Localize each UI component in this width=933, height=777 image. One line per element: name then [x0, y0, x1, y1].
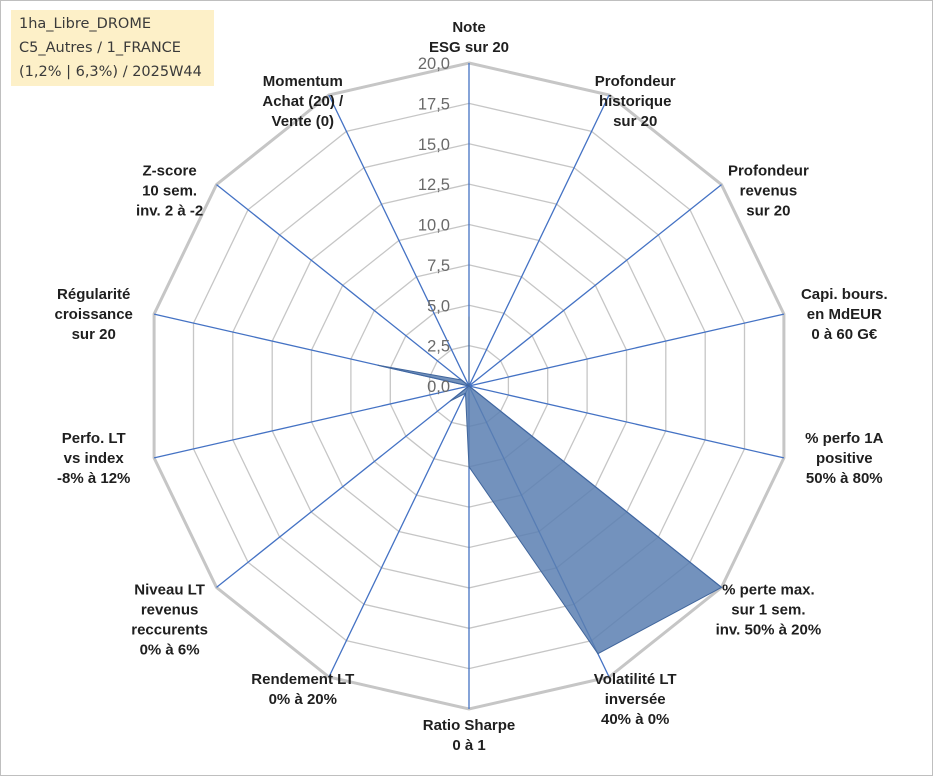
axis-spoke [468, 313, 785, 387]
r-tick-label: 17,5 [418, 95, 450, 113]
axis-label-line: sur 20 [72, 326, 116, 343]
axis-spoke [328, 94, 470, 387]
axis-label-4: Capi. bours. en MdEUR 0 à 60 G€ [801, 286, 888, 343]
axis-label-11: Perfo. LT vs index -8% à 12% [57, 430, 130, 487]
axis-label-line: Momentum [263, 73, 343, 90]
axis-label-line: positive [816, 450, 873, 467]
axis-label-14: Momentum Achat (20) / Vente (0) [262, 73, 344, 130]
axis-label-9: Rendement LT 0% à 20% [251, 671, 354, 708]
axis-label-2: Profondeur historique sur 20 [595, 73, 676, 130]
r-tick-label: 12,5 [418, 176, 450, 194]
axis-label-line: Achat (20) / [262, 93, 344, 110]
axis-label-line: Profondeur [595, 73, 676, 90]
axis-label-line: inv. 2 à -2 [136, 203, 203, 220]
axis-label-line: inv. 50% à 20% [716, 621, 822, 638]
axis-label-line: reccurents [131, 621, 208, 638]
axis-label-line: en MdEUR [807, 306, 882, 323]
axis-label-line: ESG sur 20 [429, 39, 509, 56]
axis-label-line: Régularité [57, 286, 130, 303]
r-tick-label: 20,0 [418, 55, 450, 73]
r-tick-label: 5,0 [427, 297, 450, 315]
axis-label-line: 40% à 0% [601, 711, 669, 728]
axis-label-line: sur 20 [613, 113, 657, 130]
axis-label-line: vs index [64, 450, 125, 467]
series-area [377, 316, 723, 655]
axis-label-line: Profondeur [728, 163, 809, 180]
axis-label-10: Niveau LT revenus reccurents 0% à 6% [131, 581, 208, 658]
axis-label-8: Ratio Sharpe 0 à 1 [423, 717, 516, 754]
axis-label-line: inversée [605, 691, 666, 708]
axis-label-line: Note [452, 19, 485, 36]
axis-spoke [216, 385, 470, 588]
axis-label-line: % perte max. [722, 581, 815, 598]
axis-label-7: Volatilité LT inversée 40% à 0% [594, 671, 677, 728]
r-tick-label: 0,0 [427, 378, 450, 396]
axis-label-1: Note ESG sur 20 [429, 19, 509, 56]
axis-label-line: croissance [55, 306, 133, 323]
axis-label-3: Profondeur revenus sur 20 [728, 163, 809, 220]
axis-label-line: Z-score [143, 163, 197, 180]
axis-label-line: 0 à 60 G€ [811, 326, 878, 343]
axis-label-line: -8% à 12% [57, 470, 130, 487]
axis-spoke [216, 184, 470, 387]
info-line-3: (1,2% | 6,3%) / 2025W44 [19, 64, 202, 80]
axis-label-line: Rendement LT [251, 671, 354, 688]
axis-label-line: historique [599, 93, 672, 110]
axis-label-line: Niveau LT [134, 581, 205, 598]
axis-spoke [468, 385, 785, 459]
axis-label-line: 0% à 6% [140, 641, 200, 658]
axis-label-5: % perfo 1A positive 50% à 80% [805, 430, 884, 487]
axis-label-line: 0 à 1 [452, 737, 485, 754]
axis-spoke [328, 385, 470, 678]
axis-label-line: revenus [141, 601, 199, 618]
axis-label-line: Ratio Sharpe [423, 717, 516, 734]
r-tick-label: 2,5 [427, 338, 450, 356]
axis-spoke [468, 184, 722, 387]
r-tick-label: 15,0 [418, 136, 450, 154]
axis-label-13: Z-score 10 sem. inv. 2 à -2 [136, 163, 203, 220]
axis-label-line: 50% à 80% [806, 470, 883, 487]
axis-label-6: % perte max. sur 1 sem. inv. 50% à 20% [716, 581, 822, 638]
info-line-1: 1ha_Libre_DROME [19, 16, 152, 32]
info-box: 1ha_Libre_DROME C5_Autres / 1_FRANCE (1,… [11, 10, 214, 86]
axis-label-line: % perfo 1A [805, 430, 884, 447]
axis-label-line: Volatilité LT [594, 671, 677, 688]
axis-spoke [153, 385, 470, 459]
r-tick-label: 10,0 [418, 217, 450, 235]
axis-label-12: Régularité croissance sur 20 [55, 286, 133, 343]
axis-label-line: revenus [740, 183, 798, 200]
info-line-2: C5_Autres / 1_FRANCE [19, 40, 181, 56]
axis-label-line: sur 20 [746, 203, 790, 220]
axis-label-line: Capi. bours. [801, 286, 888, 303]
axis-label-line: 0% à 20% [269, 691, 337, 708]
r-tick-label: 7,5 [427, 257, 450, 275]
axis-label-line: Vente (0) [272, 113, 335, 130]
axis-label-line: 10 sem. [142, 183, 197, 200]
axis-spoke [468, 94, 610, 387]
axis-label-line: sur 1 sem. [731, 601, 805, 618]
axis-label-line: Perfo. LT [62, 430, 126, 447]
